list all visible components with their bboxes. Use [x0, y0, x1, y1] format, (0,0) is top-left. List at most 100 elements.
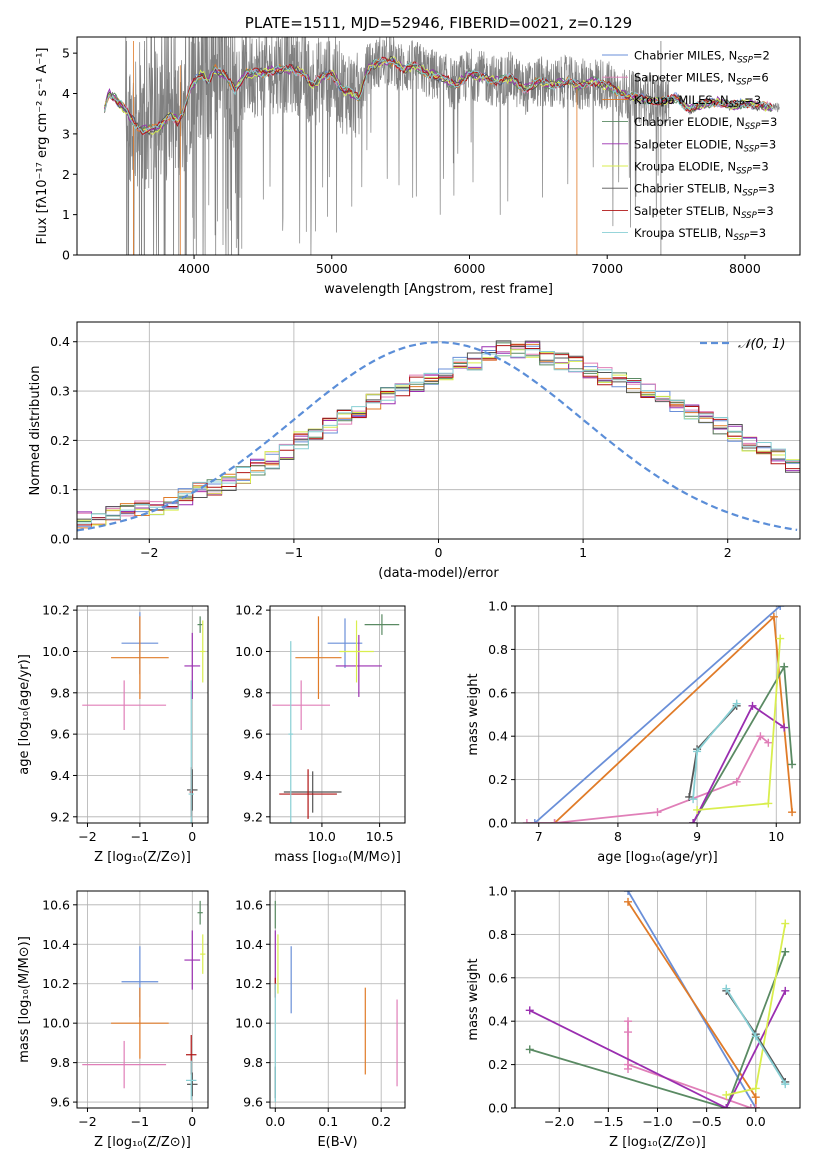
weight-marker-salpeter_miles	[624, 1028, 633, 1037]
weight_vs_Z-panel: −2.0 −1.5 −1.0 −0.5 0.0 0.0 0.2 0.4 0.6 0.8 1.0 Z […	[466, 884, 801, 1150]
weight-marker-kroupa_miles	[624, 897, 633, 906]
weight-marker-salpeter_miles	[751, 1104, 760, 1108]
x-tick-label: −2.0	[544, 1114, 574, 1129]
y-tick-label: 10.6	[235, 897, 263, 912]
y-tick-label: 10.0	[42, 644, 70, 659]
x-tick-label: −0.5	[691, 1114, 721, 1129]
y-axis-label: age [log₁₀(age/yr)]	[17, 654, 32, 775]
x-tick-label: 4000	[178, 261, 210, 276]
weight_vs_age-panel: 7 8 9 10 0.0 0.2 0.4 0.6 0.8 1.0 age [log₁₀(age/yr…	[466, 599, 801, 865]
weight-marker-kroupa_elodie	[693, 805, 702, 814]
y-tick-label: 9.8	[50, 1055, 70, 1070]
y-tick-label: 0.2	[488, 772, 508, 787]
weight-marker-salpeter_elodie	[748, 701, 757, 710]
x-tick-label: −1	[131, 1114, 149, 1129]
x-tick-label: 0	[188, 829, 196, 844]
histogram-step-kroupa_stelib	[77, 349, 800, 524]
y-axis-label: mass weight	[466, 673, 481, 755]
weight-marker-kroupa_elodie	[776, 634, 785, 643]
y-tick-label: 10.0	[235, 644, 263, 659]
plot-frame	[76, 36, 801, 256]
y-axis-label: Normed distribution	[28, 366, 43, 496]
legend-entry: Chabrier ELODIE, NSSP=3	[634, 115, 777, 132]
y-tick-label: 10.4	[42, 937, 70, 952]
mass_vs_Z-panel: −2 −1 0 9.6 9.8 10.0 10.2 10.4 10.6 Z [log₁₀(Z/Z⊙…	[17, 890, 209, 1150]
weight-marker-salpeter_miles	[624, 1060, 633, 1069]
plot-frame	[76, 605, 209, 824]
x-axis-label: (data-model)/error	[378, 566, 499, 581]
plot-frame	[269, 890, 406, 1109]
legend-entry: Chabrier MILES, NSSP=2	[634, 49, 770, 66]
x-tick-label: 10	[768, 829, 784, 844]
plot-frame	[514, 605, 801, 824]
x-axis-label: mass [log₁₀(M/M⊙)]	[274, 850, 401, 865]
weight-line-kroupa_elodie	[697, 638, 782, 811]
x-axis-label: age [log₁₀(age/yr)]	[597, 850, 718, 865]
x-tick-label: 10.5	[366, 829, 394, 844]
x-tick-label: 9	[693, 829, 701, 844]
normal-curve	[77, 341, 798, 532]
y-tick-label: 1.0	[488, 599, 508, 614]
y-tick-label: 10.0	[42, 1016, 70, 1031]
plot-frame	[76, 321, 801, 540]
y-tick-label: 0.8	[488, 642, 508, 657]
y-tick-label: 5	[62, 46, 70, 61]
y-tick-label: 0.2	[50, 433, 70, 448]
spectrum-panel: PLATE=1511, MJD=52946, FIBERID=0021, z=0…	[35, 14, 801, 297]
x-tick-label: 0	[435, 545, 443, 560]
x-tick-label: −2	[78, 1114, 96, 1129]
plot-frame	[269, 605, 406, 824]
model-line-kroupa_stelib	[104, 56, 773, 134]
x-tick-label: 2	[724, 545, 732, 560]
weight-line-salpeter_miles	[627, 1021, 756, 1108]
y-tick-label: 9.2	[243, 809, 263, 824]
x-tick-label: −1.0	[642, 1114, 672, 1129]
weight-marker-kroupa_miles	[769, 612, 778, 621]
y-tick-label: 0.0	[488, 816, 508, 831]
y-tick-label: 3	[62, 126, 70, 141]
y-tick-label: 0.0	[50, 532, 70, 547]
weight-marker-salpeter_elodie	[525, 1006, 534, 1015]
weight-marker-kroupa_elodie	[764, 799, 773, 808]
weight-marker-salpeter_miles	[732, 777, 741, 786]
y-tick-label: 0.4	[50, 334, 70, 349]
weight-marker-chabrier_elodie	[780, 662, 789, 671]
y-tick-label: 10.2	[235, 976, 263, 991]
x-tick-label: 0.0	[265, 1114, 285, 1129]
weight-marker-chabrier_elodie	[788, 760, 797, 769]
weight-marker-kroupa_elodie	[781, 919, 790, 928]
y-tick-label: 9.4	[50, 768, 70, 783]
y-tick-label: 0.6	[488, 685, 508, 700]
y-tick-label: 9.4	[243, 768, 263, 783]
weight-marker-kroupa_miles	[788, 808, 797, 817]
y-tick-label: 0.2	[488, 1057, 508, 1072]
x-tick-label: 1	[579, 545, 587, 560]
weight-marker-kroupa_stelib	[781, 1080, 790, 1089]
x-tick-label: 10.0	[308, 829, 336, 844]
mass_vs_ebv-panel: 0.0 0.1 0.2 9.6 9.8 10.0 10.2 10.4 10.6 E(B-V)	[235, 890, 406, 1150]
y-tick-label: 9.6	[50, 1095, 70, 1110]
weight-marker-salpeter_miles	[746, 1104, 755, 1108]
y-tick-label: 4	[62, 86, 70, 101]
residuals-panel: −2 −1 0 1 2 0.0 0.1 0.2 0.3 0.4 (data-model)/error…	[28, 321, 801, 581]
x-tick-label: 8000	[729, 261, 761, 276]
histogram-step-salpeter_stelib	[77, 344, 800, 526]
model-line-chabrier_stelib	[104, 55, 773, 136]
y-tick-label: 0.4	[488, 729, 508, 744]
legend-entry: 𝒩(0, 1)	[738, 337, 785, 352]
x-tick-label: 0.2	[371, 1114, 391, 1129]
weight-marker-chabrier_elodie	[525, 1045, 534, 1054]
x-axis-label: E(B-V)	[317, 1135, 357, 1150]
x-tick-label: −1	[131, 829, 149, 844]
plot-frame	[514, 890, 801, 1109]
model-line-salpeter_stelib	[104, 56, 773, 136]
x-axis-label: Z [log₁₀(Z/Z⊙)]	[94, 850, 191, 865]
weight-marker-salpeter_miles	[550, 819, 559, 823]
x-tick-label: 7	[535, 829, 543, 844]
y-tick-label: 0.1	[50, 482, 70, 497]
x-tick-label: 0	[188, 1114, 196, 1129]
data-spectrum-line	[104, 37, 780, 255]
weight-marker-kroupa_stelib	[722, 984, 731, 993]
y-tick-label: 0.8	[488, 927, 508, 942]
weight-marker-salpeter_elodie	[780, 723, 789, 732]
